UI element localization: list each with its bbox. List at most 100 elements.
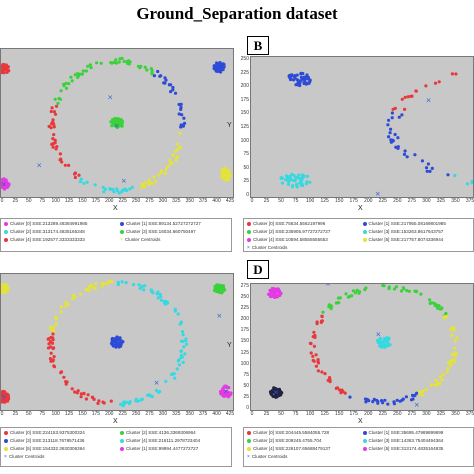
centroid-marker: × xyxy=(114,122,120,130)
data-point xyxy=(223,394,227,398)
x-tick-label: 350 xyxy=(451,198,460,204)
x-tick-label: 75 xyxy=(292,198,299,204)
data-point xyxy=(49,325,53,329)
legend-text: Cluster [0] SSE:213289.48384991985 xyxy=(10,221,88,226)
data-point xyxy=(102,190,106,194)
data-point xyxy=(130,185,134,189)
legend-swatch-icon xyxy=(120,221,124,226)
data-point xyxy=(58,97,63,101)
data-point xyxy=(308,180,312,184)
data-point xyxy=(386,402,390,406)
x-tick-label: 100 xyxy=(51,198,60,204)
legend: Cluster [0] SSE:75634.5562197996 Cluster … xyxy=(243,218,474,252)
x-tick-label: 75 xyxy=(39,198,46,204)
data-point xyxy=(1,67,5,71)
data-point xyxy=(220,67,224,71)
data-point xyxy=(321,310,325,314)
data-point xyxy=(273,392,278,396)
data-point xyxy=(424,166,429,170)
data-point xyxy=(353,291,358,295)
data-point xyxy=(441,373,445,377)
data-point xyxy=(390,111,394,115)
y-tick-label: 25 xyxy=(243,178,249,185)
scatter-svg: × × × × xyxy=(267,284,459,409)
cluster-cyan xyxy=(376,336,392,349)
data-point xyxy=(77,73,81,78)
data-point xyxy=(449,333,453,338)
data-point xyxy=(447,361,451,365)
data-point xyxy=(71,297,75,301)
data-point xyxy=(59,89,63,93)
data-point xyxy=(376,401,380,405)
legend-text: Cluster Centroids xyxy=(124,237,161,242)
data-point xyxy=(52,122,56,127)
data-point xyxy=(351,289,355,293)
data-point xyxy=(73,295,77,299)
data-point xyxy=(64,382,68,386)
y-tick-label: 0 xyxy=(246,405,249,411)
data-point xyxy=(453,339,457,343)
data-point xyxy=(400,97,404,101)
data-point xyxy=(80,72,84,76)
data-point xyxy=(168,158,172,162)
data-point xyxy=(150,72,154,76)
centroid-marker: × xyxy=(273,388,279,396)
data-point xyxy=(170,161,174,165)
data-point xyxy=(389,138,393,142)
data-point xyxy=(139,398,143,402)
data-point xyxy=(426,162,430,166)
legend-text: Cluster [2] SSE:235905.97727272727 xyxy=(253,229,331,234)
legend-entry: Cluster [1] SSE:99994.4477272727 xyxy=(120,446,198,451)
data-point xyxy=(124,281,128,285)
x-tick-label: 325 xyxy=(436,198,446,204)
data-point xyxy=(316,358,320,362)
data-point xyxy=(217,286,221,290)
data-point xyxy=(142,288,146,292)
data-point xyxy=(6,69,10,73)
x-tick-label: 375 xyxy=(465,198,474,204)
data-point xyxy=(400,113,404,117)
legend-swatch-icon xyxy=(4,430,8,435)
legend-entry: Cluster [0] SSE:224153.9375300324 xyxy=(4,430,85,435)
legend-text: Cluster [5] SSE:154332.3630306364 xyxy=(10,446,85,451)
x-tick-label: 150 xyxy=(335,198,344,204)
data-point xyxy=(220,284,224,288)
y-tick-label: 50 xyxy=(243,382,249,389)
data-point xyxy=(450,326,454,330)
data-point xyxy=(424,84,428,88)
data-point xyxy=(367,399,371,403)
legend-text: Cluster [5] SSE:217757.8074336944 xyxy=(368,237,444,242)
data-point xyxy=(156,69,160,74)
data-point xyxy=(144,180,148,184)
legend-swatch-icon xyxy=(4,446,8,451)
legend-entry: × Cluster Centroids xyxy=(247,245,287,251)
data-point xyxy=(178,131,182,135)
data-point xyxy=(52,133,56,137)
centroid-marker: × xyxy=(426,97,432,105)
data-point xyxy=(114,337,118,341)
data-point xyxy=(63,163,67,167)
data-point xyxy=(343,391,347,395)
x-tick-label: 425 xyxy=(225,411,235,417)
legend: Cluster [0] SSE:224153.9375300324 Cluster… xyxy=(0,427,232,467)
data-point xyxy=(171,85,175,90)
data-point xyxy=(421,389,425,393)
data-point xyxy=(64,304,68,308)
data-point xyxy=(220,170,224,174)
data-point xyxy=(273,394,277,398)
data-point xyxy=(53,138,57,142)
data-point xyxy=(268,288,272,292)
cluster-blue xyxy=(287,71,312,88)
data-point xyxy=(4,185,8,189)
data-point xyxy=(128,400,132,404)
data-point xyxy=(386,123,390,127)
x-tick-label: 50 xyxy=(278,198,284,204)
data-point xyxy=(358,290,362,294)
centroid-marker: × xyxy=(1,393,7,401)
data-point xyxy=(132,283,136,287)
centroid-legend-icon: × xyxy=(247,245,250,251)
data-point xyxy=(445,370,449,374)
data-point xyxy=(150,182,154,186)
x-tick-label: 25 xyxy=(263,198,270,204)
x-tick-label: 275 xyxy=(145,198,154,204)
